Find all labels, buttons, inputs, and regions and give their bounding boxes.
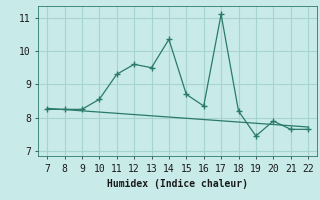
X-axis label: Humidex (Indice chaleur): Humidex (Indice chaleur) — [107, 179, 248, 189]
